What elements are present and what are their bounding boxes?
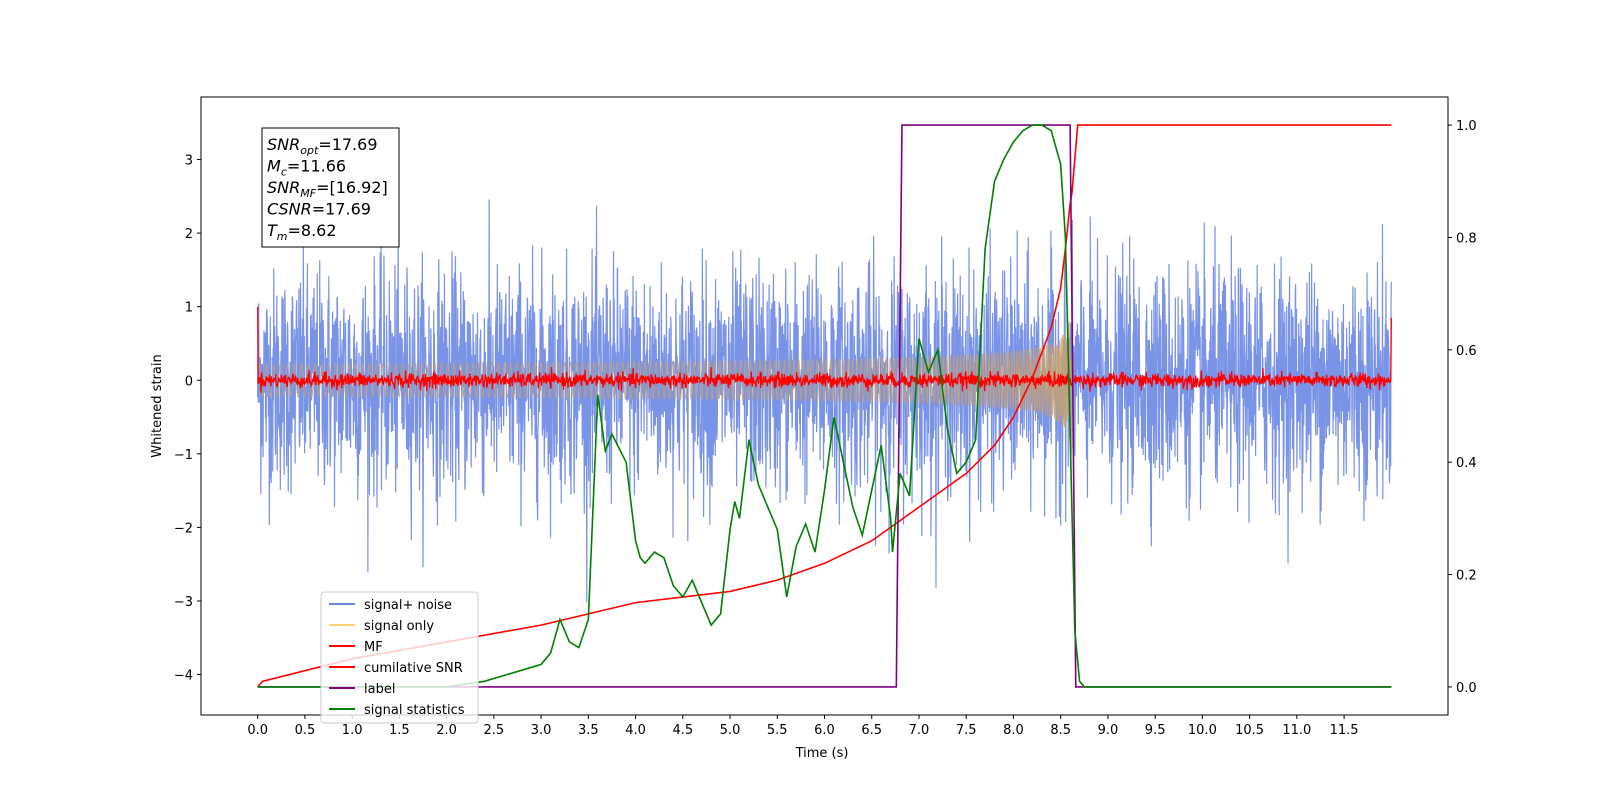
annotation-symbol: T: [267, 221, 278, 240]
annotation-value: =11.66: [287, 157, 346, 176]
x-tick-label: 7.5: [956, 723, 977, 738]
y-tick-label: −2: [174, 521, 193, 536]
annotation-symbol: SNR: [267, 135, 300, 154]
y-tick-label: −3: [174, 595, 193, 610]
right-y-tick-label: 0.4: [1456, 456, 1477, 471]
annotation-subscript: c: [281, 166, 287, 179]
series-signal-statistics-line: [257, 124, 1392, 688]
x-tick-label: 1.5: [389, 723, 410, 738]
annotation-value: =8.62: [288, 221, 337, 240]
x-tick-label: 6.0: [814, 723, 835, 738]
legend-entry-label: MF: [364, 640, 383, 655]
x-tick-label: 9.0: [1098, 723, 1119, 738]
x-axis-ticks: 0.0 0.5 1.0 1.5 2.0 2.5 3.0 3.5 4.0 4.5 5.0 5.5 6.0 6…: [247, 715, 1359, 738]
x-tick-label: 4.0: [625, 723, 646, 738]
legend-entry-label: signal statistics: [364, 703, 465, 718]
legend-entry-label: cumilative SNR: [364, 661, 463, 676]
legend-frame: [320, 591, 479, 724]
legend-entry-label: signal+ noise: [364, 598, 452, 613]
y-tick-label: 0: [185, 374, 193, 389]
x-tick-label: 4.5: [672, 723, 693, 738]
x-tick-label: 0.0: [247, 723, 268, 738]
annotation-line: SNRMF=[16.92]: [267, 178, 388, 200]
annotation-subscript: opt: [300, 144, 319, 157]
x-tick-label: 5.0: [720, 723, 741, 738]
annotation-symbol: CSNR: [267, 200, 312, 219]
x-tick-label: 5.5: [767, 723, 788, 738]
y-tick-label: 1: [185, 301, 193, 316]
x-tick-label: 11.5: [1330, 723, 1359, 738]
legend-entry-label: label: [364, 682, 395, 697]
right-y-axis-ticks: 0.0 0.2 0.4 0.6 0.8 1.0: [1448, 119, 1477, 696]
y-axis-ticks: −4 −3 −2 −1 0 1 2 3: [174, 154, 201, 684]
annotation-symbol: M: [267, 157, 281, 176]
annotation-line: Mc=11.66: [267, 157, 346, 179]
y-tick-label: 3: [185, 154, 193, 169]
x-tick-label: 8.0: [1003, 723, 1024, 738]
right-y-tick-label: 0.6: [1456, 344, 1477, 359]
x-tick-label: 6.5: [861, 723, 882, 738]
annotation-line: SNRopt=17.69: [267, 135, 378, 157]
x-tick-label: 10.0: [1188, 723, 1217, 738]
x-axis-label: Time (s): [795, 746, 849, 761]
x-tick-label: 11.0: [1282, 723, 1311, 738]
right-y-tick-label: 1.0: [1456, 119, 1477, 134]
annotation-line: CSNR=17.69: [267, 200, 371, 219]
x-tick-label: 3.5: [578, 723, 599, 738]
annotation-frame: [261, 127, 400, 248]
x-tick-label: 2.0: [436, 723, 457, 738]
y-axis-label: Whitened strain: [150, 354, 165, 457]
legend: signal+ noise signal only MF cumilative SNR…: [320, 591, 479, 724]
x-tick-label: 3.0: [531, 723, 552, 738]
series-cumulative-snr-line: [257, 124, 1392, 688]
y-tick-label: −4: [174, 669, 193, 684]
x-tick-label: 10.5: [1235, 723, 1264, 738]
y-tick-label: 2: [185, 227, 193, 242]
annotation-value: =17.69: [318, 135, 377, 154]
series-mf-line: [257, 306, 1392, 393]
right-y-tick-label: 0.2: [1456, 569, 1477, 584]
x-tick-label: 0.5: [295, 723, 316, 738]
x-tick-label: 7.0: [909, 723, 930, 738]
x-tick-label: 2.5: [484, 723, 505, 738]
right-y-tick-label: 0.0: [1456, 681, 1477, 696]
annotation-subscript: MF: [300, 187, 316, 200]
stats-annotation-box: SNRopt=17.69Mc=11.66SNRMF=[16.92]CSNR=17…: [261, 127, 400, 248]
series-signal-only-line: [257, 307, 1073, 451]
plot-area: [257, 124, 1392, 688]
legend-entry-label: signal only: [364, 619, 434, 634]
annotation-value: =17.69: [312, 200, 371, 219]
x-tick-label: 8.5: [1050, 723, 1071, 738]
annotation-value: =[16.92]: [316, 178, 388, 197]
annotation-subscript: m: [277, 230, 288, 243]
annotation-symbol: SNR: [267, 178, 300, 197]
right-y-tick-label: 0.8: [1456, 231, 1477, 246]
y-tick-label: −1: [174, 448, 193, 463]
x-tick-label: 1.0: [342, 723, 363, 738]
x-tick-label: 9.5: [1145, 723, 1166, 738]
annotation-line: Tm=8.62: [267, 221, 337, 243]
